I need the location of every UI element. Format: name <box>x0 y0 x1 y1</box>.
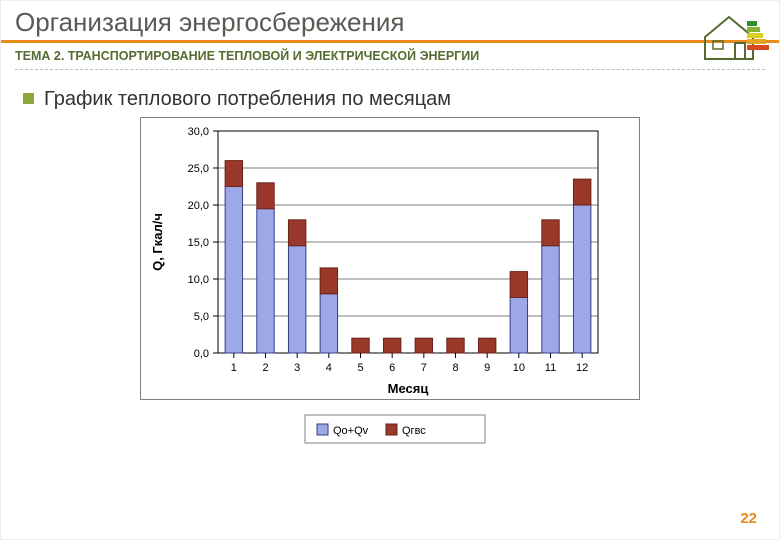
slide: Организация энергосбережения ТЕМА 2. ТРА… <box>0 0 780 540</box>
svg-text:Q, Гкал/ч: Q, Гкал/ч <box>150 213 165 271</box>
page-subtitle: ТЕМА 2. ТРАНСПОРТИРОВАНИЕ ТЕПЛОВОЙ И ЭЛЕ… <box>1 43 779 69</box>
svg-text:5: 5 <box>357 362 363 374</box>
svg-text:15,0: 15,0 <box>188 237 209 249</box>
svg-text:6: 6 <box>389 362 395 374</box>
svg-text:0,0: 0,0 <box>194 348 209 360</box>
svg-text:12: 12 <box>576 362 588 374</box>
heat-consumption-chart: 0,05,010,015,020,025,030,012345678910111… <box>140 117 640 457</box>
energy-label-icon <box>699 7 769 70</box>
svg-text:2: 2 <box>262 362 268 374</box>
svg-text:1: 1 <box>231 362 237 374</box>
bullet-text: График теплового потребления по месяцам <box>44 88 451 111</box>
svg-text:9: 9 <box>484 362 490 374</box>
svg-text:Qгвс: Qгвс <box>402 425 426 437</box>
svg-text:11: 11 <box>545 362 556 374</box>
svg-text:30,0: 30,0 <box>188 126 209 138</box>
bullet-square-icon <box>23 93 34 104</box>
bullet-item: График теплового потребления по месяцам <box>1 70 779 111</box>
svg-text:Месяц: Месяц <box>388 381 429 396</box>
svg-text:10: 10 <box>513 362 525 374</box>
svg-text:8: 8 <box>452 362 458 374</box>
header: Организация энергосбережения <box>1 1 779 40</box>
svg-text:7: 7 <box>421 362 427 374</box>
svg-text:5,0: 5,0 <box>194 311 209 323</box>
page-title: Организация энергосбережения <box>15 7 404 37</box>
svg-text:4: 4 <box>326 362 332 374</box>
svg-text:10,0: 10,0 <box>188 274 209 286</box>
svg-text:25,0: 25,0 <box>188 163 209 175</box>
svg-text:20,0: 20,0 <box>188 200 209 212</box>
page-number: 22 <box>740 510 757 527</box>
svg-text:3: 3 <box>294 362 300 374</box>
svg-text:Qо+Qv: Qо+Qv <box>333 425 369 437</box>
chart-container: 0,05,010,015,020,025,030,012345678910111… <box>1 111 779 457</box>
